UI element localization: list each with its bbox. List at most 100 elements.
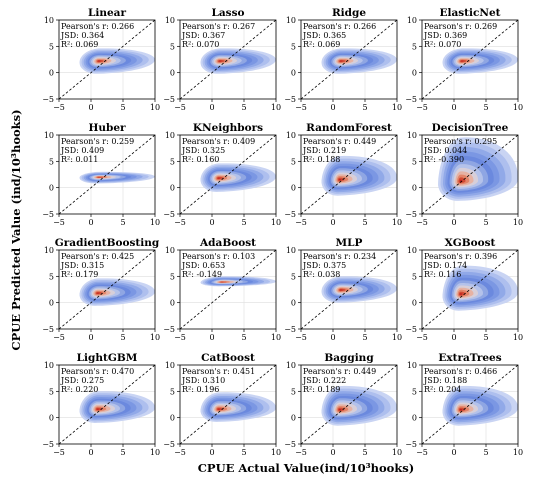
stat-r2: R²: 0.069: [61, 40, 98, 49]
density-level-12: [340, 289, 343, 291]
x-tick-label: −5: [295, 103, 307, 112]
panel-title: ElasticNet: [439, 7, 500, 19]
panel-title: CatBoost: [201, 352, 255, 364]
density-level-12: [459, 293, 463, 295]
y-tick-label: 0: [412, 184, 417, 193]
y-tick-label: 5: [291, 42, 296, 51]
stat-jsd: JSD: 0.275: [60, 376, 104, 385]
stat-r2: R²: 0.179: [61, 270, 98, 279]
axes-frame: [179, 364, 277, 445]
x-tick-label: 5: [120, 448, 125, 457]
stat-jsd: JSD: 0.315: [60, 261, 104, 270]
x-tick-label: −5: [416, 333, 428, 342]
y-tick-label: 5: [170, 42, 175, 51]
y-tick-label: 10: [286, 131, 296, 140]
x-tick-label: −5: [416, 218, 428, 227]
x-tick-label: 0: [209, 333, 214, 342]
x-tick-label: 10: [271, 448, 281, 457]
panel-title: Lasso: [211, 7, 244, 19]
x-tick-label: 5: [362, 218, 367, 227]
y-tick-label: −5: [405, 95, 417, 104]
y-tick-label: 10: [165, 16, 175, 25]
axes-frame: [300, 249, 398, 330]
panel-title: Linear: [88, 7, 126, 19]
axes-frame: [58, 249, 156, 330]
stat-pearson: Pearson's r: 0.396: [424, 252, 497, 261]
y-tick-label: −5: [163, 95, 175, 104]
stat-jsd: JSD: 0.365: [302, 31, 346, 40]
y-tick-label: 10: [44, 16, 54, 25]
x-tick-label: 10: [392, 333, 402, 342]
reference-line: [58, 134, 156, 215]
reference-line: [179, 364, 277, 445]
y-tick-label: −5: [163, 325, 175, 334]
stat-jsd: JSD: 0.369: [423, 31, 467, 40]
x-tick-label: 5: [120, 333, 125, 342]
x-tick-label: 10: [392, 448, 402, 457]
stat-r2: R²: 0.070: [424, 40, 461, 49]
density-contours: [442, 265, 518, 311]
x-tick-label: 0: [209, 103, 214, 112]
y-tick-label: 5: [291, 157, 296, 166]
density-contours: [79, 391, 155, 423]
density-contours: [321, 276, 397, 303]
density-level-12: [219, 60, 222, 62]
x-tick-label: −5: [53, 218, 65, 227]
x-tick-label: 5: [120, 103, 125, 112]
stat-pearson: Pearson's r: 0.295: [424, 137, 497, 146]
y-tick-label: −5: [163, 210, 175, 219]
x-tick-label: 5: [120, 218, 125, 227]
y-tick-label: 0: [49, 184, 54, 193]
y-tick-label: 0: [412, 414, 417, 423]
y-tick-label: 0: [291, 299, 296, 308]
y-axis-label: CPUE Predicted Value (ind/10³hooks): [9, 109, 23, 350]
reference-line: [58, 249, 156, 330]
y-tick-label: 10: [286, 246, 296, 255]
stat-pearson: Pearson's r: 0.266: [303, 22, 376, 31]
stat-pearson: Pearson's r: 0.449: [303, 367, 376, 376]
stat-pearson: Pearson's r: 0.267: [182, 22, 255, 31]
density-level-12: [96, 292, 100, 294]
reference-line: [179, 134, 277, 215]
x-tick-label: 10: [150, 103, 160, 112]
y-tick-label: 5: [412, 387, 417, 396]
y-tick-label: 5: [291, 272, 296, 281]
axes-frame: [58, 19, 156, 100]
y-tick-label: 10: [407, 246, 417, 255]
y-tick-label: 0: [170, 69, 175, 78]
panel-title: DecisionTree: [432, 122, 509, 134]
stat-r2: R²: 0.204: [424, 385, 461, 394]
x-tick-label: 5: [483, 103, 488, 112]
density-level-12: [338, 178, 342, 181]
x-tick-label: −5: [174, 218, 186, 227]
x-tick-label: 0: [88, 448, 93, 457]
panel-huber: −5 0 5 10 −5 0 5 10 Huber Pearson's r: 0.259JSD: …: [42, 122, 160, 227]
axes-frame: [179, 134, 277, 215]
panel-title: RandomForest: [306, 122, 392, 134]
x-tick-label: 0: [330, 103, 335, 112]
y-tick-label: 10: [407, 131, 417, 140]
reference-line: [58, 364, 156, 445]
x-tick-label: 5: [241, 218, 246, 227]
stat-jsd: JSD: 0.222: [302, 376, 346, 385]
density-level-12: [459, 408, 463, 411]
x-tick-label: 10: [271, 103, 281, 112]
density-contours: [442, 385, 518, 426]
stat-r2: R²: 0.196: [182, 385, 219, 394]
y-tick-label: 0: [170, 184, 175, 193]
y-tick-label: 5: [170, 387, 175, 396]
y-tick-label: 5: [49, 272, 54, 281]
panel-title: KNeighbors: [193, 122, 263, 134]
stat-jsd: JSD: 0.653: [181, 261, 225, 270]
reference-line: [421, 134, 519, 215]
x-tick-label: 10: [392, 218, 402, 227]
stat-jsd: JSD: 0.188: [423, 376, 467, 385]
reference-line: [300, 134, 398, 215]
y-tick-label: −5: [42, 210, 54, 219]
reference-line: [300, 249, 398, 330]
x-tick-label: −5: [53, 448, 65, 457]
x-tick-label: 10: [513, 103, 523, 112]
stat-r2: R²: 0.070: [182, 40, 219, 49]
